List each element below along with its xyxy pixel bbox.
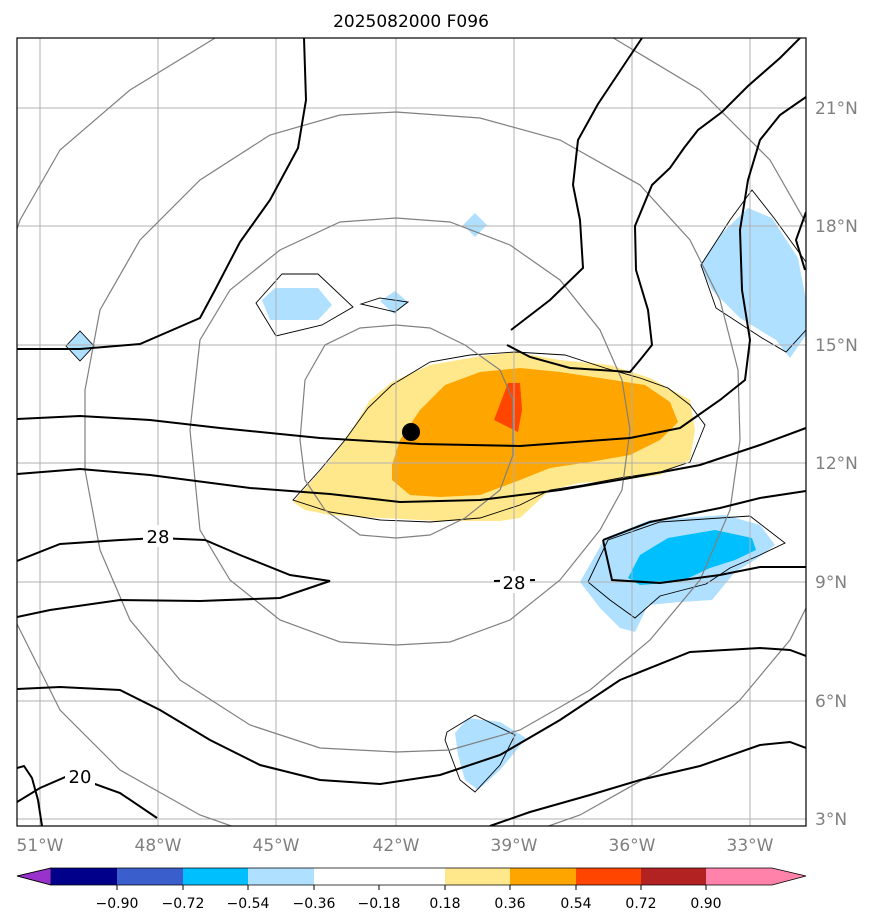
colorbar-tick-label: −0.18 [358, 896, 401, 912]
ring-2 [189, 217, 631, 646]
contour-s-1 [17, 646, 806, 786]
grid [17, 38, 806, 826]
lon-label: 51°W [17, 836, 64, 856]
lon-label: 48°W [135, 836, 182, 856]
positive-anomaly-0.54 [494, 383, 522, 432]
negative-anomaly-edge [67, 331, 94, 361]
negative-anomaly-west [262, 288, 332, 320]
lat-label: 12°N [815, 454, 858, 474]
map-area: 28 28 20 [17, 38, 806, 826]
lat-label: 3°N [815, 810, 847, 830]
lon-label: 42°W [373, 836, 420, 856]
contour-label-28b: 28 [503, 573, 526, 594]
storm-center-marker [402, 423, 420, 441]
outline-se [587, 515, 786, 619]
map-frame [16, 37, 807, 827]
ring-3 [84, 111, 741, 753]
lon-label: 36°W [609, 836, 656, 856]
colorbar-segment [117, 868, 183, 885]
label-bg-28a [143, 525, 173, 547]
contour-se-2 [602, 490, 806, 541]
anomaly-fills [67, 208, 806, 790]
contour-east-edge [794, 211, 806, 271]
lat-label: 6°N [815, 692, 847, 712]
ring-1 [299, 324, 514, 539]
lat-label: 15°N [815, 336, 858, 356]
positive-anomaly-0.36 [392, 368, 678, 497]
colorbar-segment [641, 868, 706, 885]
lon-label: 33°W [727, 836, 774, 856]
contour-s-2 [489, 740, 806, 826]
colorbar-segment [51, 868, 117, 885]
map-title: 2025082000 F096 [333, 12, 489, 32]
colorbar-segment [576, 868, 641, 885]
longitude-labels: 51°W 48°W 45°W 42°W 39°W 36°W 33°W [17, 836, 774, 856]
lat-label: 9°N [815, 573, 847, 593]
contour-28 [17, 536, 331, 618]
contour-label-20: 20 [69, 767, 92, 788]
lat-label: 18°N [815, 217, 858, 237]
contour-north-east [510, 38, 643, 331]
contour-se-1 [602, 539, 806, 585]
colorbar-segment [379, 868, 445, 885]
colorbar-tick-label: 0.18 [429, 896, 460, 912]
colorbar-tick-label: 0.54 [560, 896, 591, 912]
contour-label-28a: 28 [147, 527, 170, 548]
colorbar-tick-label: −0.72 [162, 896, 205, 912]
outline-small [359, 297, 410, 313]
colorbar-tick-label: 0.90 [690, 896, 721, 912]
latitude-labels: 21°N 18°N 15°N 12°N 9°N 6°N 3°N [815, 99, 858, 830]
colorbar-extend-low [16, 867, 52, 886]
colorbar-segment [248, 868, 314, 885]
outline-central [292, 351, 706, 523]
colorbar-tick-label: 0.72 [625, 896, 656, 912]
colorbar-segment [445, 868, 510, 885]
colorbar: −0.90 −0.72 −0.54 −0.36 −0.18 0.18 0.36 … [16, 867, 807, 912]
contour-mid-1 [17, 96, 806, 448]
colorbar-segment [183, 868, 248, 885]
negative-anomaly-se-0.36 [628, 530, 756, 585]
label-bg-28b [500, 571, 530, 593]
colorbar-segment [510, 868, 576, 885]
colorbar-tick-label: −0.54 [227, 896, 270, 912]
colorbar-tick-label: −0.90 [96, 896, 139, 912]
label-bg-20 [65, 766, 95, 788]
outline-edge [65, 330, 95, 362]
negative-anomaly-small-a [380, 291, 408, 314]
lat-label: 21°N [815, 99, 858, 119]
contour-nw [17, 38, 308, 350]
negative-anomaly-small-b [463, 213, 487, 237]
negative-anomaly-south [455, 718, 526, 790]
lon-label: 45°W [253, 836, 300, 856]
colorbar-frame [16, 867, 807, 886]
colorbar-ticks [116, 885, 707, 890]
contour-mid-2 [17, 427, 806, 504]
colorbar-tick-label: −0.36 [293, 896, 336, 912]
contour-sw-hook [17, 764, 43, 826]
colorbar-tick-label: 0.36 [494, 896, 525, 912]
colorbar-segment [314, 868, 379, 885]
lon-label: 39°W [491, 836, 538, 856]
outline-east [700, 189, 806, 353]
contour-north-east-2 [506, 38, 801, 374]
negative-anomaly-east [700, 208, 806, 358]
